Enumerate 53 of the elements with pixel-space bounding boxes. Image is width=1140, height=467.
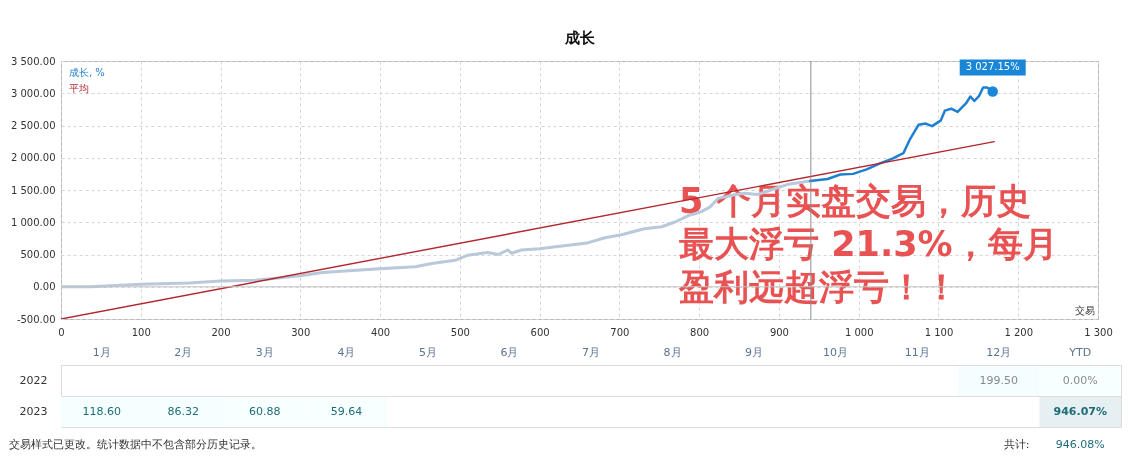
text: 交易样式已更改。统计数据中不包含部分历史记录。 — [9, 438, 262, 451]
chart-title: 成长 — [563, 29, 596, 47]
data-label: 0.00% — [1062, 373, 1098, 387]
y-tick-label: 3 000.00 — [10, 87, 56, 99]
data-label: 86.32 — [167, 404, 200, 418]
x-tick-label: 10月 — [823, 345, 849, 359]
x-tick-label: 11月 — [904, 345, 930, 359]
x-tick-label: 9月 — [745, 345, 764, 359]
annotation: 3 027.15% — [965, 61, 1020, 73]
data-label: 199.50 — [979, 373, 1018, 387]
x-tick-label: 1 000 — [844, 326, 874, 338]
y-tick-label: 1 000.00 — [10, 216, 56, 228]
data-label: 60.88 — [249, 404, 281, 418]
y-tick-label: 3 500.00 — [10, 55, 56, 67]
x-tick-label: 800 — [690, 326, 710, 338]
text: 成长, % — [69, 67, 105, 78]
x-tick-label: 3月 — [255, 345, 274, 359]
x-tick-label: 0 — [58, 326, 65, 338]
y-tick-label: 2 500.00 — [10, 120, 56, 131]
text: 共计: — [1003, 438, 1030, 451]
x-tick-label: 7月 — [582, 345, 600, 359]
x-tick-label: 2月 — [174, 345, 193, 359]
x-tick-label: 500 — [450, 326, 470, 338]
x-tick-label: 1月 — [92, 345, 111, 359]
x-tick-label: 12月 — [986, 345, 1012, 359]
x-tick-label: 6月 — [500, 345, 519, 359]
x-tick-label: 900 — [769, 326, 789, 338]
x-tick-label: 1 200 — [1004, 326, 1034, 338]
y-tick-label: 2023 — [19, 404, 48, 418]
x-tick-label: 200 — [211, 326, 231, 338]
x-tick-label: 1 300 — [1084, 326, 1113, 338]
x-tick-label: 4月 — [337, 345, 356, 359]
data-label: 946.07% — [1053, 404, 1107, 418]
y-tick-label: 2022 — [19, 373, 48, 387]
x-tick-label: 100 — [131, 326, 151, 338]
text: 946.08% — [1055, 438, 1105, 451]
y-tick-label: 2 000.00 — [10, 152, 56, 164]
text: 平均 — [69, 83, 89, 94]
y-tick-label: 500.00 — [20, 249, 56, 260]
y-tick-label: 0.00 — [33, 281, 56, 293]
y-tick-label: 1 500.00 — [10, 184, 56, 196]
x-tick-label: 8月 — [663, 345, 682, 359]
y-tick-label: -500.00 — [16, 313, 56, 325]
x-axis-title: 交易 — [1074, 304, 1095, 316]
data-label: 59.64 — [330, 404, 363, 418]
x-tick-label: 400 — [371, 326, 391, 338]
x-tick-label: 1 100 — [924, 326, 954, 338]
x-tick-label: YTD — [1068, 345, 1092, 359]
x-tick-label: 5月 — [418, 345, 437, 359]
x-tick-label: 600 — [530, 326, 550, 338]
x-tick-label: 300 — [291, 326, 311, 338]
x-tick-label: 700 — [610, 326, 630, 338]
data-label: 118.60 — [82, 404, 122, 418]
